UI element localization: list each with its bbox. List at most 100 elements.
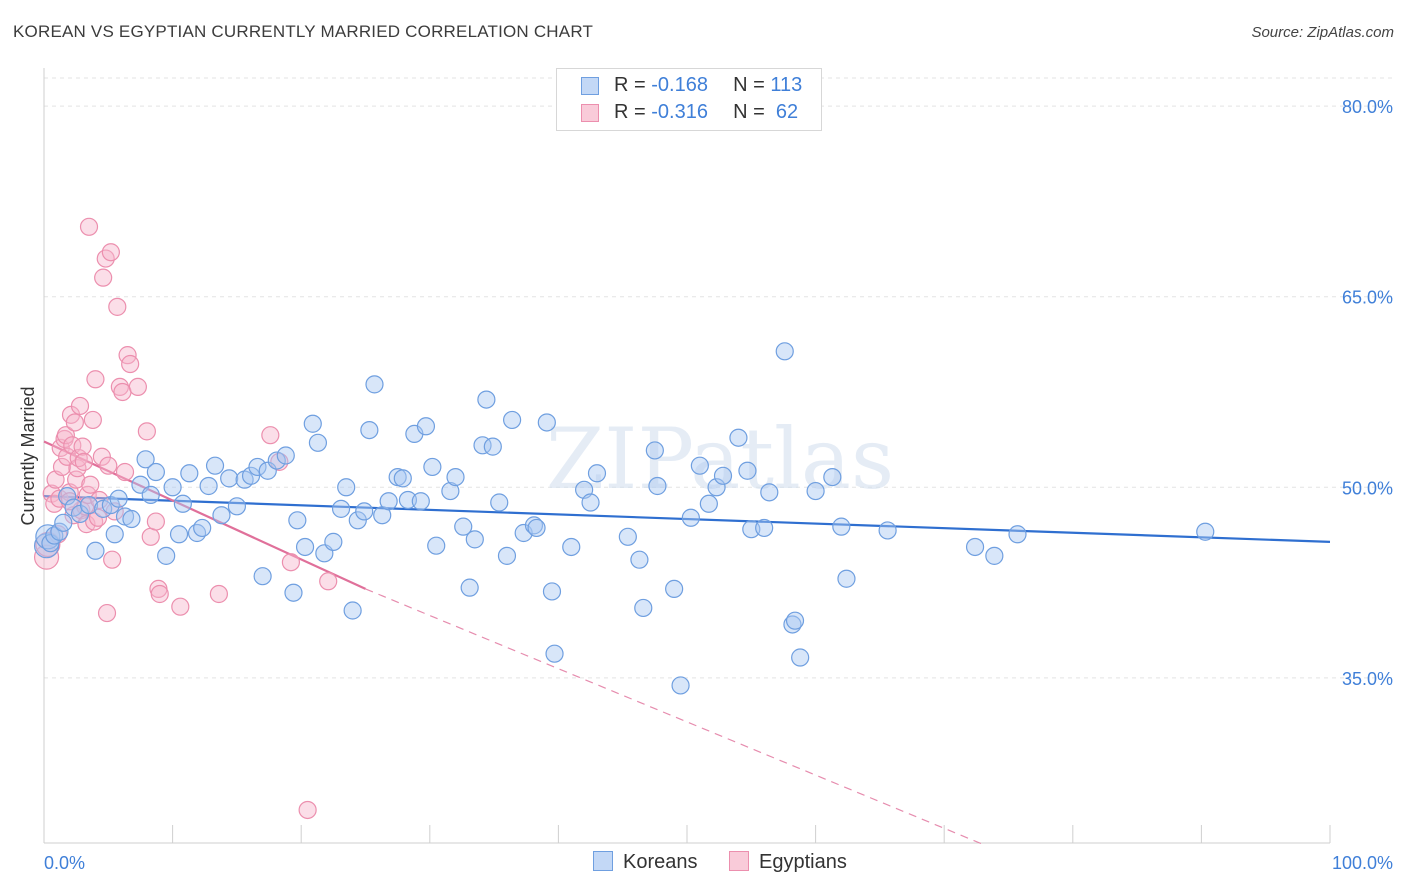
korean-point	[671, 676, 690, 695]
bottom-legend-egyptians: Egyptians	[729, 851, 847, 874]
korean-point	[634, 598, 653, 618]
egyptian-point	[108, 297, 127, 316]
egyptian-point	[101, 243, 120, 262]
korean-point	[288, 511, 307, 530]
korean-point	[331, 499, 351, 518]
korean-point	[169, 525, 189, 544]
korean-point	[343, 601, 362, 620]
egyptian-point	[81, 475, 100, 494]
korean-point	[355, 502, 374, 521]
legend-n-label: N =	[733, 101, 771, 123]
korean-point	[965, 537, 985, 557]
x-tick-label: 100.0%	[1332, 853, 1393, 873]
korean-point	[985, 546, 1004, 565]
korean-point	[477, 390, 496, 409]
legend-r-label: R =	[614, 101, 652, 123]
egyptian-point	[137, 422, 156, 441]
korean-point	[308, 433, 328, 452]
korean-point	[180, 464, 199, 483]
egyptian-trend-line	[43, 440, 366, 590]
korean-point	[109, 489, 128, 508]
korean-point	[193, 518, 212, 538]
korean-point	[618, 527, 637, 546]
korean-point	[241, 466, 261, 485]
koreans-label: Koreans	[623, 851, 698, 873]
legend-r-value-egyptians: -0.316	[651, 101, 708, 123]
egyptian-point	[79, 217, 99, 236]
data-points	[33, 217, 1215, 820]
korean-point	[79, 495, 99, 515]
korean-point	[648, 476, 667, 496]
y-tick-label: 35.0%	[1342, 669, 1393, 689]
egyptian-trend-extension	[365, 588, 984, 845]
egyptian-point	[52, 457, 72, 477]
korean-point	[416, 417, 436, 436]
korean-point	[423, 457, 442, 477]
egyptian-point	[150, 584, 169, 604]
korean-point	[303, 414, 322, 433]
korean-point	[690, 456, 709, 475]
source-label: Source: ZipAtlas.com	[1251, 24, 1394, 41]
legend-n-value-egyptians: 62	[770, 101, 799, 123]
legend-r-value-koreans: -0.168	[651, 74, 708, 96]
korean-point	[630, 550, 649, 569]
koreans-swatch	[593, 851, 613, 871]
korean-point	[136, 450, 155, 469]
korean-point	[681, 508, 700, 527]
egyptian-point	[209, 584, 228, 604]
korean-point	[537, 413, 556, 432]
korean-point	[441, 481, 460, 501]
korean-point	[427, 536, 446, 555]
korean-point	[253, 567, 272, 586]
legend-swatch-koreans	[581, 77, 599, 95]
korean-point	[760, 483, 779, 502]
egyptian-point	[86, 370, 105, 389]
korean-point	[348, 511, 367, 530]
egyptians-swatch	[729, 851, 749, 871]
korean-point	[542, 582, 562, 601]
korean-point	[497, 546, 517, 565]
korean-point	[248, 457, 267, 477]
korean-point	[791, 648, 810, 667]
egyptian-point	[99, 456, 118, 475]
korean-point	[398, 490, 418, 510]
korean-point	[806, 481, 825, 501]
tick-labels: 35.0% 50.0% 65.0% 80.0% 0.0% 100.0%	[44, 97, 1393, 873]
korean-point	[258, 461, 277, 480]
korean-point	[187, 523, 207, 543]
korean-point	[562, 537, 581, 557]
y-axis-label: Currently Married	[18, 386, 38, 525]
korean-point	[699, 494, 718, 513]
korean-point	[738, 461, 757, 480]
korean-point	[878, 521, 897, 540]
egyptian-point	[146, 512, 165, 531]
korean-point	[729, 428, 748, 447]
egyptian-point	[58, 447, 77, 466]
korean-point	[775, 342, 794, 361]
korean-point	[581, 493, 600, 512]
korean-point	[411, 492, 430, 511]
korean-trend-line	[43, 495, 1331, 543]
korean-point	[454, 517, 473, 536]
korean-point	[645, 441, 664, 460]
egyptian-point	[121, 354, 140, 374]
korean-point	[446, 467, 465, 487]
korean-point	[295, 537, 315, 557]
korean-point	[503, 410, 522, 430]
egyptian-point	[115, 462, 135, 482]
korean-point	[1196, 522, 1215, 541]
egyptian-point	[110, 377, 129, 396]
korean-point	[205, 456, 225, 475]
korean-point	[54, 513, 73, 532]
korean-point	[360, 420, 379, 440]
legend-n-value-koreans: 113	[770, 74, 803, 96]
korean-point	[146, 462, 165, 482]
korean-point	[465, 530, 484, 549]
egyptian-point	[83, 410, 102, 430]
korean-point	[141, 485, 160, 504]
korean-point	[483, 437, 502, 456]
korean-point	[267, 451, 286, 470]
gridlines	[44, 77, 1393, 679]
egyptian-point	[92, 447, 111, 466]
